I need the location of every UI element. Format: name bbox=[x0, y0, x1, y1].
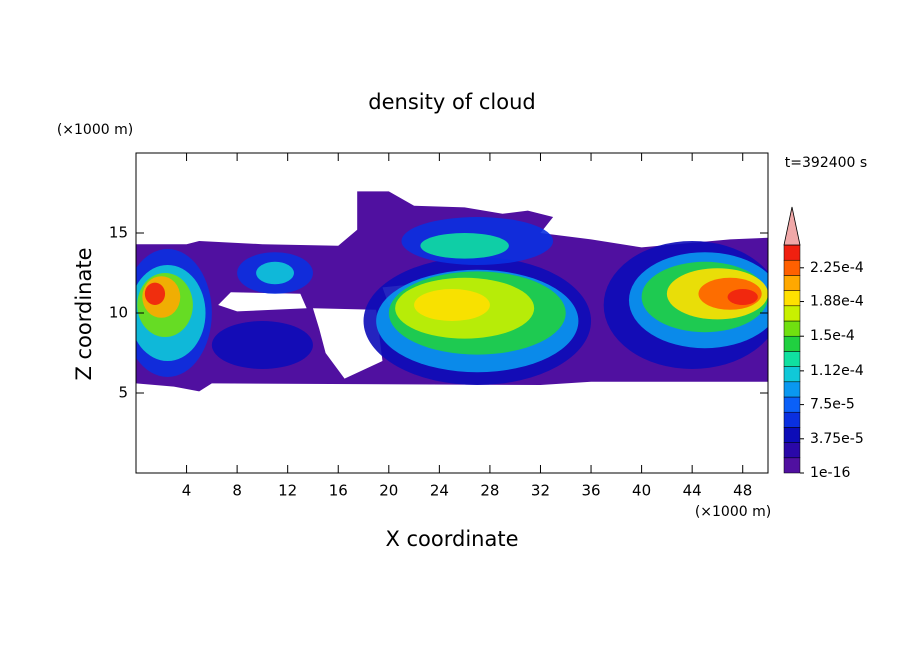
colorbar-band bbox=[783, 396, 801, 413]
y-tick-label: 5 bbox=[118, 384, 128, 402]
colorbar-band bbox=[783, 259, 801, 276]
y-axis-title: Z coordinate bbox=[72, 247, 96, 380]
x-tick-label: 48 bbox=[733, 482, 752, 500]
colorbar-label: 3.75e-5 bbox=[810, 431, 864, 447]
contour-region bbox=[616, 226, 642, 243]
x-tick-label: 32 bbox=[531, 482, 550, 500]
colorbar-band bbox=[783, 305, 801, 322]
colorbar-label: 1.88e-4 bbox=[810, 294, 864, 310]
colorbar-band bbox=[783, 290, 801, 307]
x-tick-label: 16 bbox=[329, 482, 348, 500]
x-tick-label: 36 bbox=[581, 482, 600, 500]
x-tick-label: 12 bbox=[278, 482, 297, 500]
x-tick-label: 40 bbox=[632, 482, 651, 500]
chart-title: density of cloud bbox=[368, 90, 535, 114]
contour-region bbox=[727, 289, 758, 305]
colorbar-band bbox=[783, 427, 801, 443]
colorbar-band bbox=[783, 320, 801, 337]
contour-region bbox=[420, 233, 509, 259]
x-tick-label: 8 bbox=[232, 482, 242, 500]
colorbar-label: 1.5e-4 bbox=[810, 328, 855, 344]
colorbar-band bbox=[783, 335, 801, 352]
colorbar-band bbox=[783, 366, 801, 383]
x-tick-label: 20 bbox=[379, 482, 398, 500]
colorbar-band bbox=[783, 442, 801, 459]
colorbar-band bbox=[783, 457, 801, 474]
contour-field bbox=[136, 191, 768, 392]
y-tick-label: 15 bbox=[109, 224, 128, 242]
colorbar-label: 2.25e-4 bbox=[810, 260, 864, 276]
x-tick-label: 4 bbox=[182, 482, 192, 500]
x-tick-label: 24 bbox=[430, 482, 449, 500]
x-unit: (×1000 m) bbox=[695, 504, 771, 520]
y-tick-label: 10 bbox=[109, 304, 128, 322]
colorbar-band bbox=[783, 381, 801, 398]
colorbar-label: 1e-16 bbox=[810, 465, 850, 481]
colorbar-over bbox=[783, 206, 801, 246]
y-unit: (×1000 m) bbox=[57, 122, 133, 138]
contour-region bbox=[414, 289, 490, 321]
x-tick-label: 44 bbox=[683, 482, 702, 500]
time-annotation: t=392400 s bbox=[785, 155, 867, 171]
contour-region bbox=[218, 292, 307, 312]
x-axis-title: X coordinate bbox=[385, 527, 518, 551]
colorbar-label: 1.12e-4 bbox=[810, 363, 864, 379]
contour-region bbox=[144, 282, 166, 305]
contour-region bbox=[211, 321, 313, 369]
colorbar-band bbox=[783, 351, 801, 367]
colorbar-band bbox=[783, 275, 801, 291]
x-tick-label: 28 bbox=[480, 482, 499, 500]
contour-region bbox=[256, 261, 294, 285]
colorbar-band bbox=[783, 244, 801, 261]
colorbar-band bbox=[783, 411, 801, 428]
colorbar-label: 7.5e-5 bbox=[810, 397, 855, 413]
